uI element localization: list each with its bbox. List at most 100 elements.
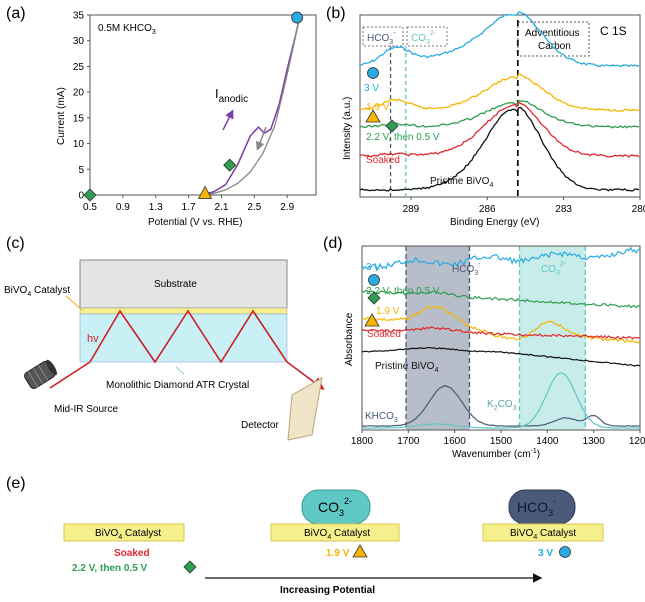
catalyst-bar-2 — [270, 523, 400, 542]
marker-1-9v-e — [352, 544, 368, 558]
y-tick-label-a: 25 — [73, 62, 85, 73]
x-tick-label-d: 1700 — [397, 436, 420, 447]
band-label-hco3: HCO3- — [452, 261, 481, 277]
catalyst-bar-3-label: BiVO4 Catalyst — [510, 528, 576, 541]
chart-title-b: C 1S — [600, 24, 627, 38]
state-2-2v: 2.2 V, then 0.5 V — [72, 563, 148, 574]
catalyst-bar-1-label: BiVO4 Catalyst — [95, 528, 161, 541]
x-tick-label-b: 286 — [479, 204, 496, 215]
x-tick-label-d: 1400 — [536, 436, 559, 447]
marker-3v-b — [367, 67, 379, 79]
x-ticks-b: 289 286 283 280 — [403, 197, 645, 215]
ref-label-khco3: KHCO3 — [365, 411, 398, 424]
plot-frame-b — [359, 14, 641, 198]
y-tick-label-a: 20 — [73, 88, 85, 99]
markers-d — [364, 274, 381, 327]
x-tick-label-d: 1800 — [351, 436, 374, 447]
markers-b — [365, 67, 399, 133]
spectrum-d-5 — [361, 385, 641, 427]
spectrum-b-1 — [359, 73, 640, 112]
series-label-d-2-2v: 2.2 V, then 0.5 V — [366, 286, 440, 297]
ref-label-k2co3: K2CO3 — [487, 399, 517, 412]
plot-frame-a — [89, 14, 317, 196]
state-soaked: Soaked — [114, 548, 150, 559]
catalyst-bar-1 — [63, 523, 185, 542]
series-label-b-soaked: Soaked — [366, 155, 400, 166]
catalyst-pointer — [65, 295, 83, 311]
reference-lines-b — [389, 20, 519, 197]
band-hco3 — [406, 246, 470, 430]
adventitious-box — [517, 21, 590, 57]
x-tick-label-b: 280 — [632, 204, 645, 215]
anodic-label: Ianodic — [215, 86, 248, 105]
panel-c: (c) Substrate BiVO4 Catalyst hv Monolith… — [4, 235, 325, 441]
series-label-b-2-2v: 2.2 V, then 0.5 V — [366, 132, 440, 143]
x-tick-label-a: 1.7 — [182, 202, 196, 213]
spectrum-b-4 — [359, 106, 640, 192]
series-label-d-1-9v: 1.9 V — [376, 306, 400, 317]
marker-3v-e — [559, 546, 571, 558]
spectra-b — [359, 10, 640, 192]
y-tick-label-a: 0 — [78, 191, 84, 202]
x-tick-label-a: 2.9 — [280, 202, 294, 213]
x-tick-label-d: 1300 — [583, 436, 606, 447]
panel-e: (e) BiVO4 Catalyst Soaked 2.2 V, then 0.… — [6, 475, 604, 596]
marker-2-2v-d — [367, 291, 381, 305]
series-label-b-pristine: Pristine BiVO4 — [430, 176, 493, 189]
spectrum-d-1 — [361, 289, 641, 309]
series-label-d-pristine: Pristine BiVO4 — [375, 361, 438, 374]
band-co3 — [519, 246, 586, 430]
panel-label-e: (e) — [6, 475, 26, 492]
x-ticks-a: 0.5 0.9 1.3 1.7 2.1 2.5 2.9 — [83, 195, 295, 213]
y-ticks-a: 0 5 10 15 20 25 30 35 — [73, 11, 90, 202]
panel-label-b: (b) — [326, 5, 346, 22]
x-axis-label-d: Wavenumber (cm-1) — [452, 448, 540, 460]
x-tick-label-d: 1600 — [444, 436, 467, 447]
y-axis-label-a: Current (mA) — [56, 87, 67, 145]
hco3-species-label: HCO3- — [517, 496, 556, 518]
ir-beam-in — [49, 361, 91, 389]
annotation-electrolyte: 0.5M KHCO3 — [98, 23, 156, 36]
crystal-label: Monolithic Diamond ATR Crystal — [106, 380, 249, 391]
state-1-9v: 1.9 V — [326, 548, 350, 559]
co3-box-b — [406, 26, 448, 47]
atr-crystal — [79, 313, 288, 363]
panel-label-d: (d) — [323, 235, 343, 252]
spectrum-b-3 — [359, 101, 640, 158]
catalyst-layer — [79, 307, 288, 315]
hco3-box-b — [362, 26, 404, 47]
y-axis-label-b: Intensity (a.u.) — [342, 97, 353, 160]
substrate-block — [79, 259, 288, 309]
y-tick-label-a: 5 — [78, 165, 84, 176]
x-ticks-d: 1800 1700 1600 1500 1400 1300 1200 — [351, 430, 645, 447]
potential-arrow-label: Increasing Potential — [280, 585, 375, 596]
x-tick-label-a: 0.9 — [116, 202, 130, 213]
x-tick-label-a: 2.5 — [247, 202, 261, 213]
x-tick-label-d: 1500 — [490, 436, 513, 447]
anodic-arrow — [222, 109, 234, 131]
x-axis-label-a: Potential (V vs. RHE) — [148, 217, 242, 228]
marker-triangle-a — [197, 185, 213, 199]
y-tick-label-a: 10 — [73, 139, 85, 150]
catalyst-bar-3 — [482, 523, 604, 542]
spectrum-d-0 — [361, 246, 641, 272]
crystal-pointer — [175, 366, 185, 375]
catalyst-bar-2-label: BiVO4 Catalyst — [304, 528, 370, 541]
y-tick-label-a: 15 — [73, 113, 85, 124]
spectrum-d-3 — [361, 326, 641, 340]
y-tick-label-a: 30 — [73, 36, 85, 47]
co3-box-label-b: CO32- — [411, 30, 437, 46]
band-label-co3: CO32- — [541, 261, 567, 277]
panel-b: (b) C 1S HCO3- CO32- Adventitious Carbon… — [326, 5, 645, 228]
source-label: Mid-IR Source — [54, 404, 118, 415]
spectrum-d-6 — [361, 372, 640, 429]
marker-1-9v-d — [364, 313, 380, 327]
spectra-d — [361, 246, 641, 429]
series-label-b-3v: 3 V — [364, 83, 379, 94]
x-axis-label-b: Binding Energy (eV) — [450, 217, 540, 228]
series-label-d-soaked: Soaked — [367, 329, 401, 340]
spectrum-b-2 — [359, 99, 640, 129]
marker-circle-a — [291, 11, 303, 24]
panel-d: (d) 1800 1700 1600 1500 1400 1300 1200 HCO3- C… — [323, 235, 645, 460]
